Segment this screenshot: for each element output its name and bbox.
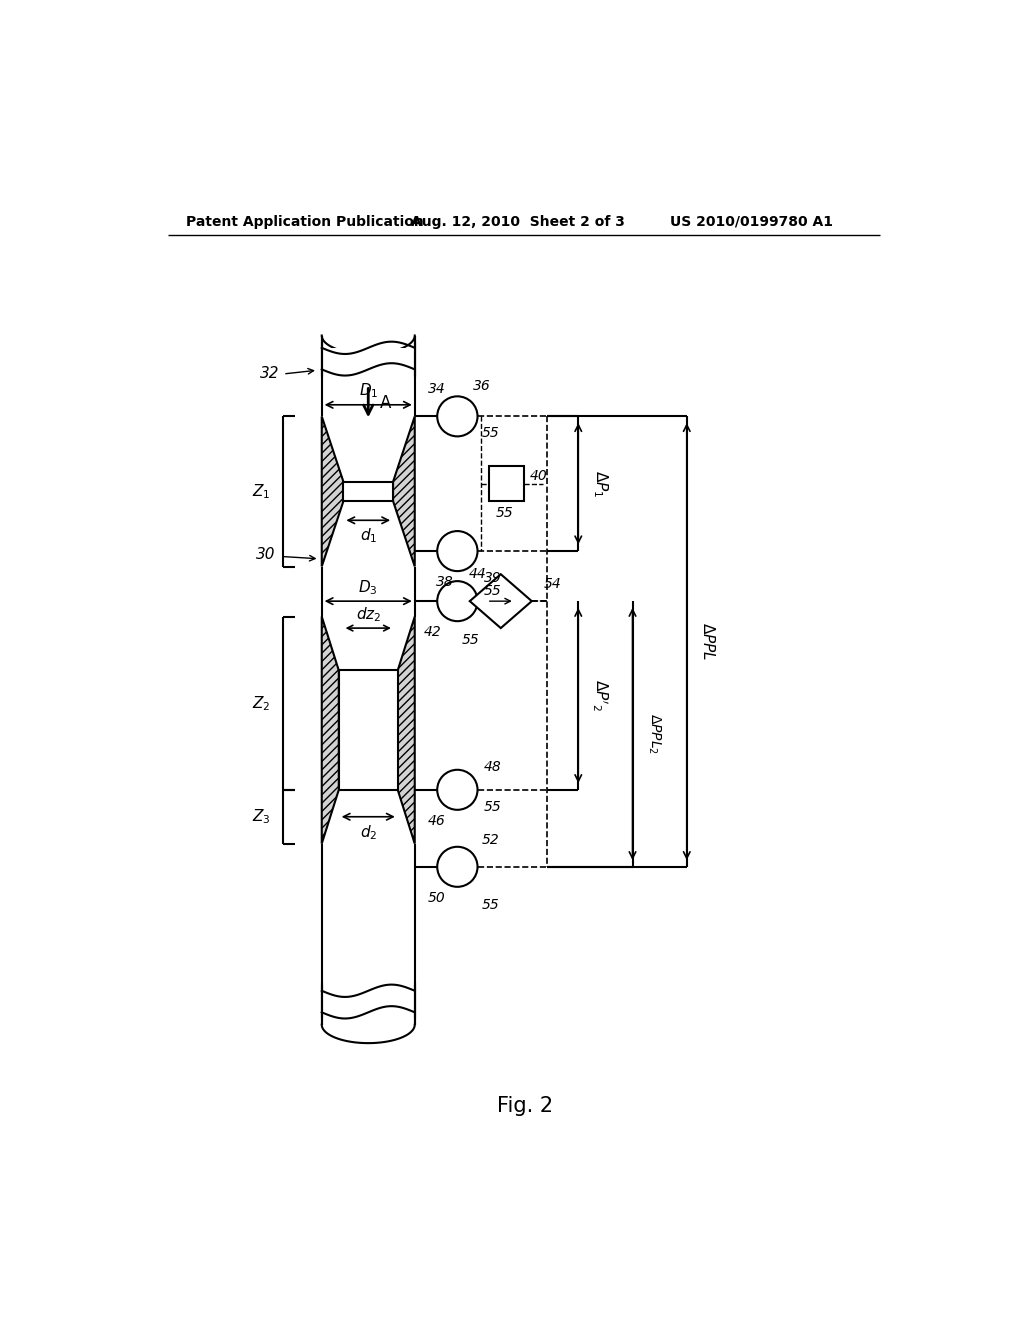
- Text: $\Delta PPL$: $\Delta PPL$: [700, 622, 717, 661]
- Text: 55: 55: [496, 506, 513, 520]
- Text: $dz_2$: $dz_2$: [355, 605, 381, 623]
- Text: $Z_2$: $Z_2$: [252, 694, 270, 713]
- Bar: [489, 466, 524, 502]
- Text: $d_1$: $d_1$: [359, 527, 377, 545]
- Text: $\Delta PPL_2$: $\Delta PPL_2$: [646, 713, 663, 755]
- Polygon shape: [322, 416, 343, 566]
- Text: A: A: [380, 395, 391, 412]
- Text: 55: 55: [481, 426, 499, 441]
- Text: 42: 42: [424, 624, 442, 639]
- Text: 50: 50: [428, 891, 445, 904]
- Text: 36: 36: [473, 379, 490, 392]
- Polygon shape: [322, 616, 339, 843]
- Text: 55: 55: [483, 800, 502, 813]
- Text: US 2010/0199780 A1: US 2010/0199780 A1: [671, 215, 834, 228]
- Text: 40: 40: [530, 469, 548, 483]
- Text: Aug. 12, 2010  Sheet 2 of 3: Aug. 12, 2010 Sheet 2 of 3: [411, 215, 625, 228]
- Text: $Z_3$: $Z_3$: [252, 808, 270, 826]
- Text: 44: 44: [469, 568, 486, 581]
- Circle shape: [437, 396, 477, 437]
- Text: Fig. 2: Fig. 2: [497, 1096, 553, 1115]
- Text: $d_2$: $d_2$: [359, 822, 377, 842]
- Text: 38: 38: [436, 576, 454, 589]
- Text: $\Delta P'_2$: $\Delta P'_2$: [590, 680, 609, 711]
- Circle shape: [437, 770, 477, 810]
- Polygon shape: [322, 991, 415, 1012]
- Polygon shape: [322, 348, 415, 370]
- Text: 55: 55: [483, 585, 502, 598]
- Text: $Z_1$: $Z_1$: [252, 482, 270, 500]
- Text: $\Delta P_1$: $\Delta P_1$: [591, 470, 609, 498]
- Text: 55: 55: [461, 632, 479, 647]
- Circle shape: [437, 581, 477, 622]
- Text: 54: 54: [544, 577, 561, 591]
- Text: Patent Application Publication: Patent Application Publication: [186, 215, 424, 228]
- Text: 34: 34: [428, 383, 445, 396]
- Text: 48: 48: [483, 760, 502, 774]
- Text: $D_3$: $D_3$: [358, 578, 378, 597]
- Text: 55: 55: [481, 899, 499, 912]
- Polygon shape: [343, 482, 393, 502]
- Text: 30: 30: [256, 548, 275, 562]
- Text: 52: 52: [481, 833, 499, 847]
- Text: 46: 46: [428, 813, 445, 828]
- Circle shape: [437, 531, 477, 572]
- Polygon shape: [470, 574, 531, 628]
- Polygon shape: [397, 616, 415, 843]
- Polygon shape: [339, 671, 397, 789]
- Text: 32: 32: [260, 367, 280, 381]
- Circle shape: [437, 847, 477, 887]
- Polygon shape: [393, 416, 415, 566]
- Text: 39: 39: [483, 572, 502, 585]
- Text: $D_1$: $D_1$: [358, 381, 378, 400]
